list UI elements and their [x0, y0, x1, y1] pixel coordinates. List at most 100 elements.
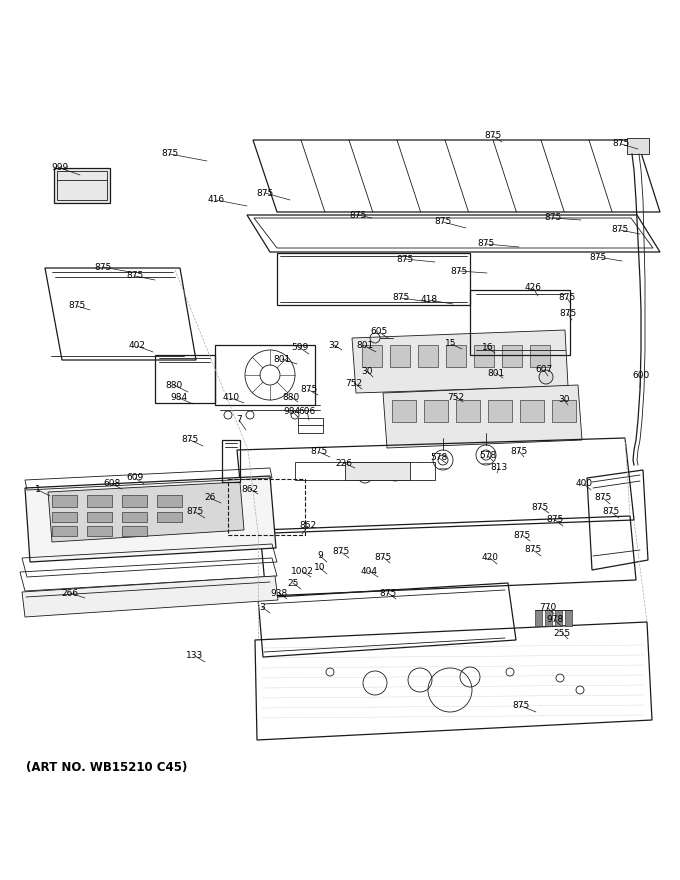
- Text: 402: 402: [129, 341, 146, 350]
- Bar: [555, 610, 562, 626]
- Bar: [488, 400, 512, 422]
- Bar: [545, 610, 552, 626]
- Text: 605: 605: [371, 327, 388, 336]
- Text: 3: 3: [259, 603, 265, 612]
- Text: 875: 875: [375, 553, 392, 561]
- Text: 25: 25: [288, 578, 299, 588]
- Bar: [122, 526, 147, 536]
- Bar: [392, 400, 416, 422]
- Text: 875: 875: [512, 701, 530, 710]
- Text: 880: 880: [165, 380, 183, 390]
- Text: 410: 410: [222, 393, 239, 402]
- Text: 875: 875: [182, 436, 199, 444]
- Polygon shape: [22, 576, 278, 617]
- Text: 875: 875: [301, 385, 318, 394]
- Text: 875: 875: [392, 294, 409, 303]
- Text: 875: 875: [545, 214, 562, 223]
- Text: 875: 875: [546, 516, 564, 524]
- Text: 578: 578: [430, 453, 447, 463]
- Bar: [122, 495, 147, 507]
- Text: 875: 875: [350, 210, 367, 219]
- Text: 418: 418: [420, 296, 437, 304]
- Text: 875: 875: [484, 131, 502, 141]
- Bar: [362, 345, 382, 367]
- Text: 609: 609: [126, 473, 143, 482]
- Text: 30: 30: [558, 395, 570, 405]
- Text: 770: 770: [539, 604, 557, 612]
- Text: 10: 10: [314, 563, 326, 573]
- Bar: [295, 462, 435, 480]
- Polygon shape: [383, 385, 582, 448]
- Text: 875: 875: [590, 253, 607, 261]
- Text: 875: 875: [613, 140, 630, 149]
- Bar: [474, 345, 494, 367]
- Text: 608: 608: [103, 480, 120, 488]
- Bar: [424, 400, 448, 422]
- Text: 875: 875: [333, 547, 350, 556]
- Text: 875: 875: [310, 448, 328, 457]
- Text: 999: 999: [52, 164, 69, 172]
- Text: 255: 255: [554, 628, 571, 637]
- Text: 978: 978: [546, 615, 564, 625]
- Bar: [418, 345, 438, 367]
- Text: 801: 801: [273, 355, 290, 363]
- Text: 875: 875: [186, 508, 203, 517]
- Bar: [530, 345, 550, 367]
- Bar: [87, 526, 112, 536]
- Bar: [552, 400, 576, 422]
- Text: 862: 862: [299, 522, 317, 531]
- Bar: [87, 512, 112, 522]
- Bar: [298, 418, 323, 433]
- Text: 801: 801: [356, 341, 373, 350]
- Text: 801: 801: [488, 369, 505, 378]
- Text: 1002: 1002: [290, 567, 313, 576]
- Bar: [122, 512, 147, 522]
- Bar: [54, 168, 110, 203]
- Text: 875: 875: [95, 262, 112, 272]
- Bar: [456, 400, 480, 422]
- Text: 26: 26: [204, 494, 216, 502]
- Text: 875: 875: [256, 188, 273, 197]
- Text: 752: 752: [345, 378, 362, 387]
- Text: 1: 1: [35, 486, 41, 495]
- Bar: [52, 526, 77, 536]
- Text: 426: 426: [524, 283, 541, 292]
- Text: 875: 875: [531, 502, 549, 511]
- Text: 875: 875: [558, 294, 576, 303]
- Text: 875: 875: [69, 302, 86, 311]
- Text: 400: 400: [575, 480, 592, 488]
- Polygon shape: [48, 482, 244, 542]
- Text: 875: 875: [477, 239, 494, 248]
- Bar: [470, 290, 570, 355]
- Text: 875: 875: [126, 272, 143, 281]
- Text: 7: 7: [236, 415, 242, 424]
- Text: 938: 938: [271, 589, 288, 598]
- Text: 32: 32: [328, 341, 340, 349]
- Text: 9: 9: [317, 552, 323, 561]
- Bar: [446, 345, 466, 367]
- Text: 30: 30: [361, 366, 373, 376]
- Text: 404: 404: [360, 567, 377, 576]
- Bar: [57, 171, 107, 200]
- Text: 599: 599: [291, 343, 309, 353]
- Text: 875: 875: [511, 446, 528, 456]
- Text: 15: 15: [445, 340, 457, 348]
- Text: 133: 133: [186, 651, 203, 661]
- Text: 984: 984: [171, 393, 188, 402]
- Bar: [87, 495, 112, 507]
- Text: 266: 266: [61, 589, 79, 598]
- Text: 875: 875: [611, 225, 628, 234]
- Bar: [215, 345, 315, 405]
- Bar: [345, 462, 410, 480]
- Text: 752: 752: [447, 392, 464, 401]
- Bar: [228, 479, 305, 535]
- Bar: [520, 400, 544, 422]
- Text: 875: 875: [379, 589, 396, 598]
- Text: 875: 875: [560, 310, 577, 319]
- Circle shape: [539, 370, 553, 384]
- Bar: [627, 138, 649, 154]
- Text: 875: 875: [513, 531, 530, 539]
- Text: 16: 16: [482, 343, 494, 353]
- Text: 416: 416: [207, 195, 224, 204]
- Bar: [52, 512, 77, 522]
